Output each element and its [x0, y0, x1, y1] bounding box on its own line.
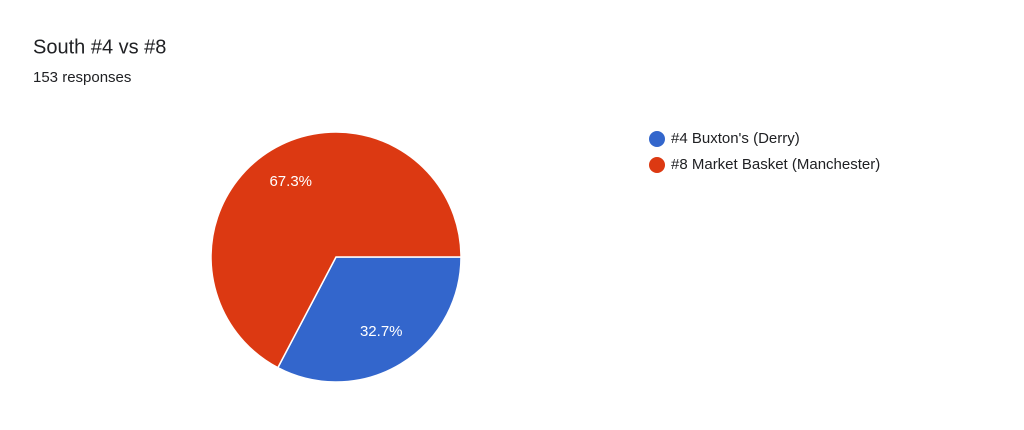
pie-slice: [210, 131, 462, 369]
slice-label: 67.3%: [269, 173, 312, 190]
legend-swatch: [649, 131, 665, 147]
legend-label: #4 Buxton's (Derry): [671, 130, 800, 147]
chart-subtitle: 153 responses: [33, 69, 131, 86]
legend-swatch: [649, 157, 665, 173]
pie-slice: [276, 256, 462, 383]
legend-label: #8 Market Basket (Manchester): [671, 156, 880, 173]
chart-title: South #4 vs #8: [33, 36, 166, 58]
slice-label: 32.7%: [360, 323, 403, 340]
